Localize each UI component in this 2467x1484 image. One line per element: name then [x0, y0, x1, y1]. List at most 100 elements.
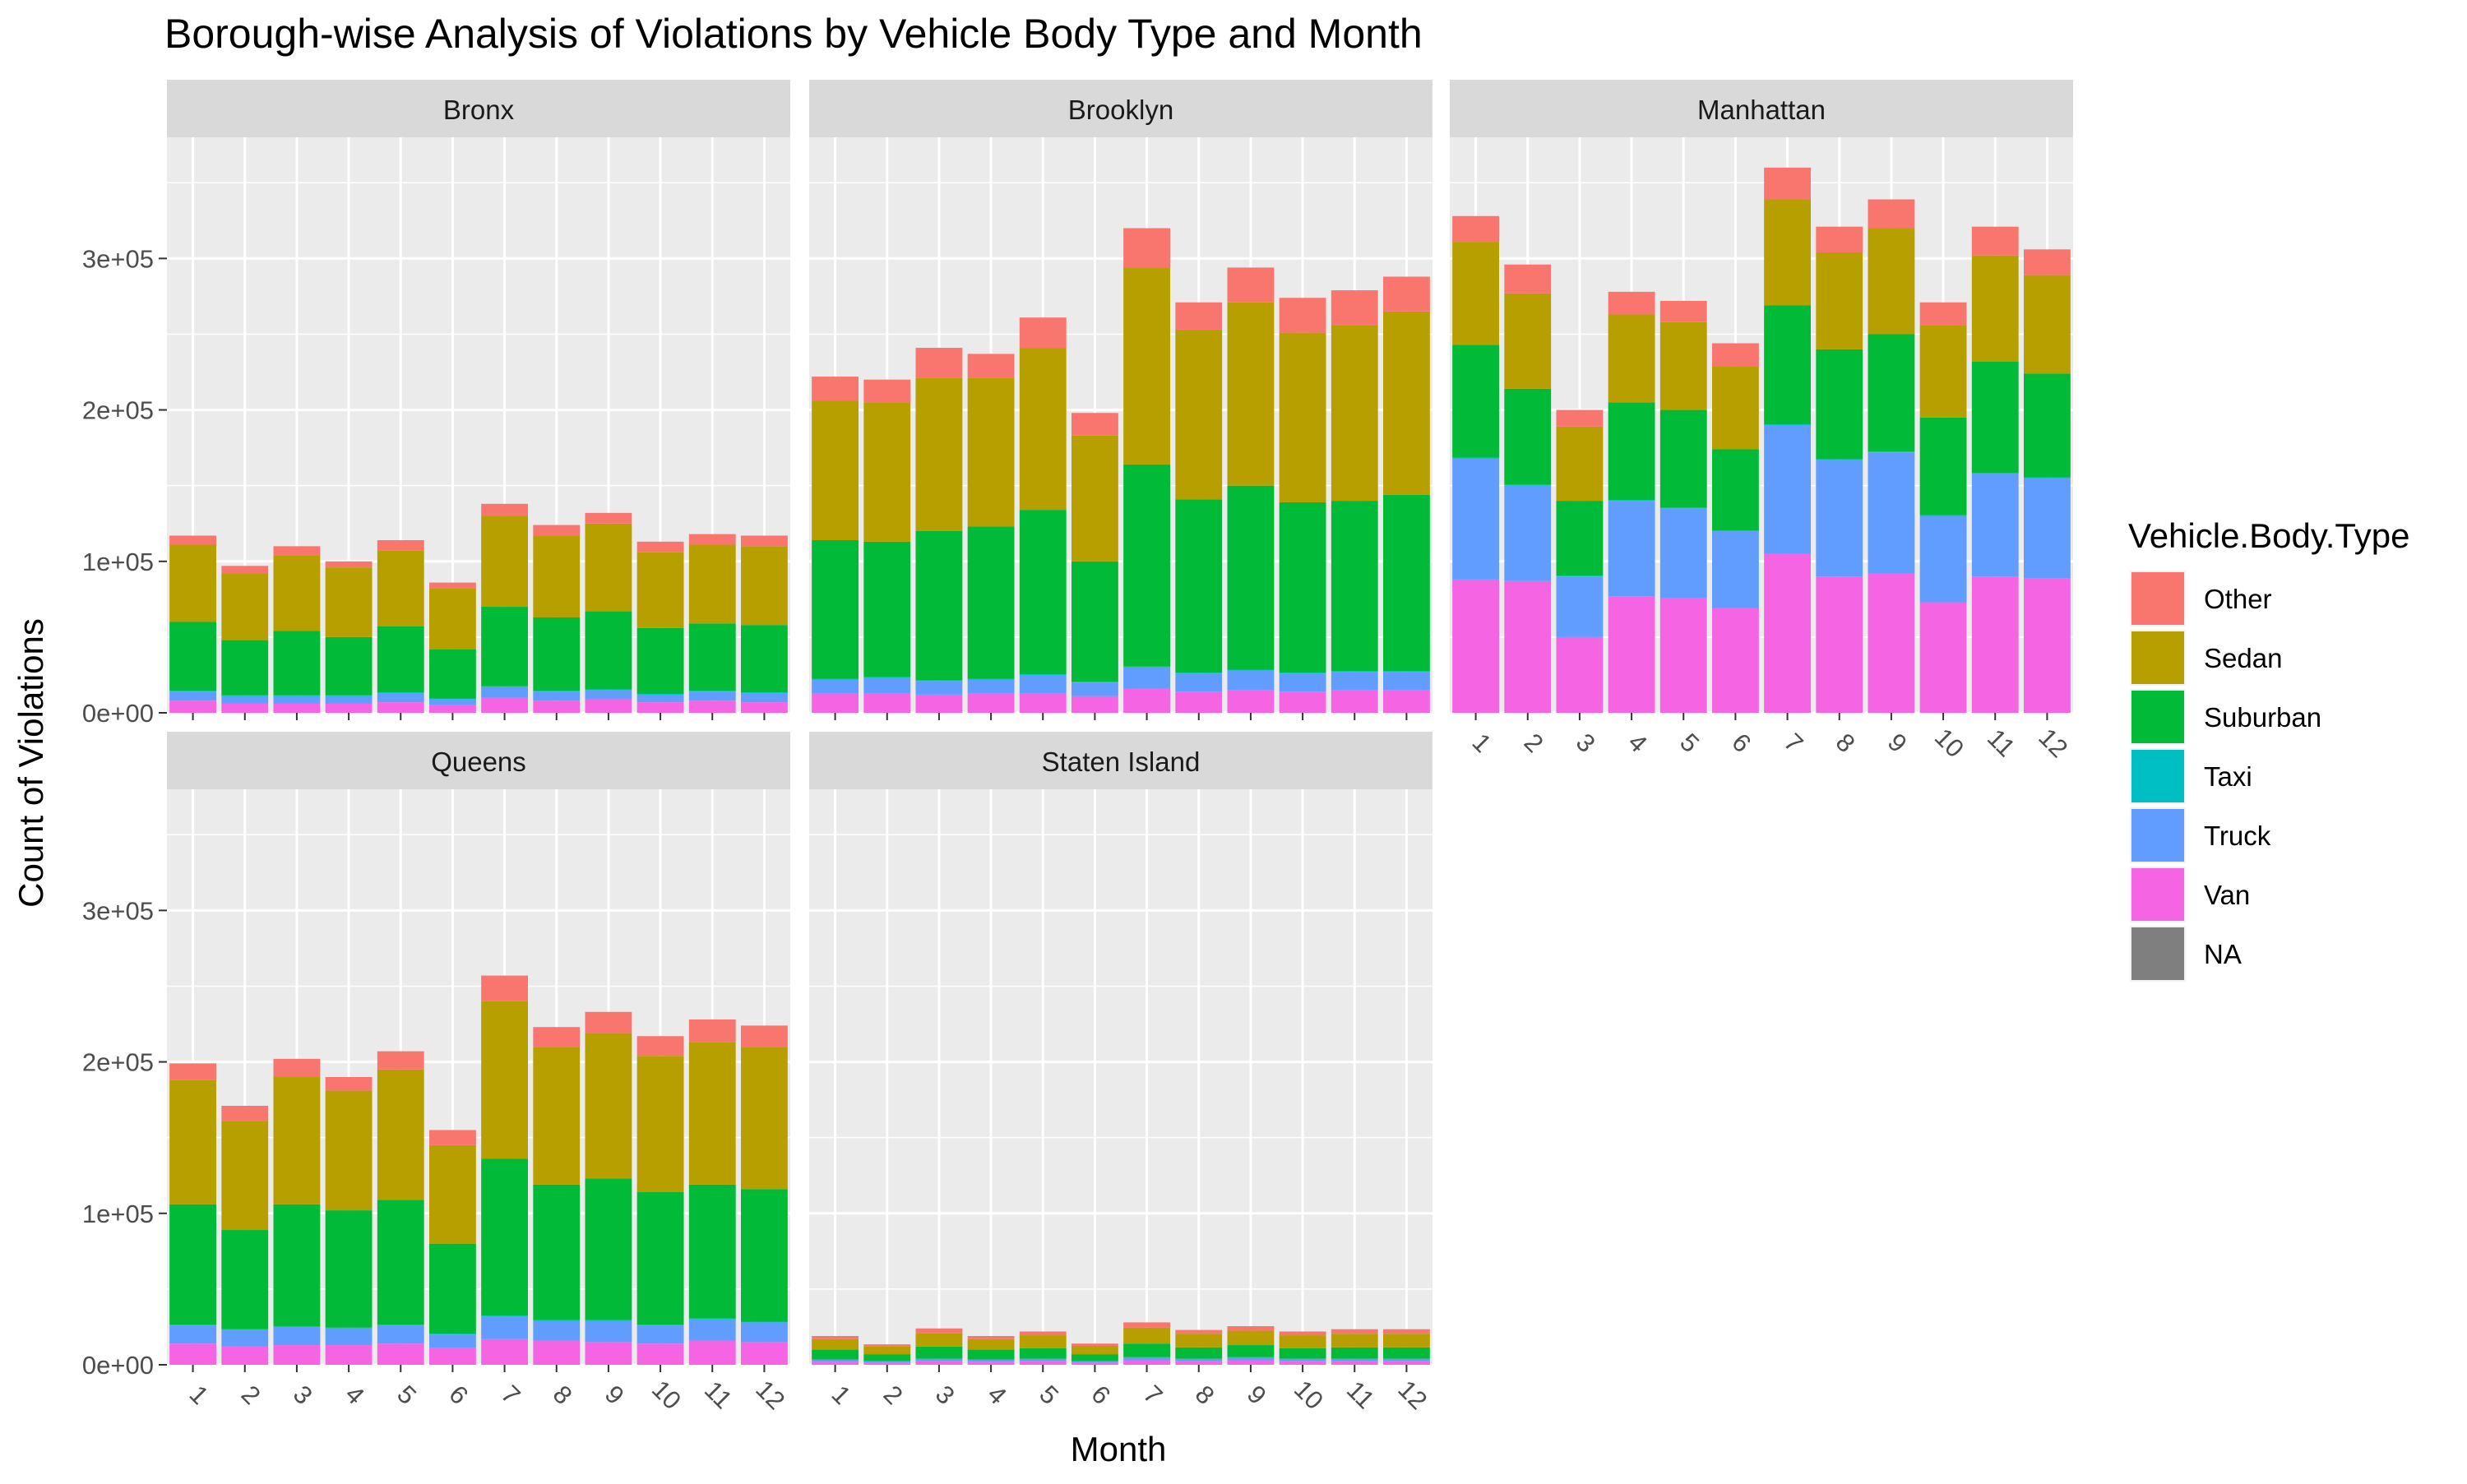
bar-segment-truck-brooklyn-month-4	[967, 679, 1015, 694]
bar-segment-other-manhattan-month-10	[1919, 302, 1967, 326]
bar-segment-suburban-manhattan-month-10	[1919, 417, 1967, 515]
bar-segment-other-staten-island-month-5	[1019, 1331, 1067, 1336]
panel-bronx: Bronx 0e+00 1e+05 2e+05 3e+05	[82, 80, 790, 728]
bar-segment-van-bronx-month-6	[428, 705, 476, 713]
bar-segment-suburban-brooklyn-month-6	[1071, 561, 1118, 682]
bar-segment-sedan-bronx-month-8	[533, 535, 581, 617]
y-tick-label: 3e+05	[82, 896, 154, 925]
bar-segment-other-manhattan-month-8	[1816, 226, 1863, 252]
bar-segment-taxi-bronx-month-9	[585, 689, 632, 691]
bar-segment-other-brooklyn-month-6	[1071, 413, 1118, 436]
bar-segment-other-staten-island-month-9	[1227, 1326, 1275, 1331]
strip-manhattan	[1450, 80, 2073, 137]
bar-segment-van-brooklyn-month-4	[967, 693, 1015, 713]
bar-segment-taxi-queens-month-3	[273, 1326, 321, 1327]
bar-segment-taxi-manhattan-month-9	[1868, 451, 1915, 453]
bar-segment-truck-brooklyn-month-2	[863, 677, 911, 694]
bar-segment-suburban-queens-month-4	[325, 1210, 373, 1328]
strip-brooklyn	[809, 80, 1433, 137]
bar-segment-truck-queens-month-5	[377, 1325, 424, 1344]
y-tick-label: 1e+05	[82, 548, 154, 576]
plot-background	[809, 137, 1433, 713]
bar-segment-van-queens-month-9	[585, 1342, 632, 1365]
bar-segment-other-queens-month-7	[481, 975, 529, 1001]
legend-swatch-other	[2131, 572, 2184, 625]
legend-title: Vehicle.Body.Type	[2128, 516, 2409, 555]
bar-segment-truck-manhattan-month-6	[1711, 530, 1759, 608]
bar-segment-van-staten-island-month-12	[1382, 1361, 1430, 1365]
bar-segment-sedan-staten-island-month-10	[1279, 1335, 1326, 1348]
x-tick-label: 9	[1242, 1380, 1272, 1410]
bar-segment-van-bronx-month-1	[169, 700, 217, 713]
bar-segment-sedan-queens-month-2	[221, 1121, 269, 1231]
bar-segment-truck-brooklyn-month-6	[1071, 682, 1118, 696]
bar-segment-other-staten-island-month-2	[863, 1344, 911, 1347]
bar-segment-suburban-staten-island-month-12	[1382, 1347, 1430, 1359]
bar-segment-van-brooklyn-month-11	[1331, 690, 1378, 713]
strip-queens	[167, 732, 790, 789]
bar-segment-taxi-brooklyn-month-7	[1123, 666, 1171, 668]
bar-segment-other-brooklyn-month-4	[967, 354, 1015, 378]
bar-segment-suburban-queens-month-1	[169, 1204, 217, 1325]
bar-segment-truck-manhattan-month-7	[1764, 425, 1812, 554]
x-tick-label: 2	[878, 1380, 909, 1410]
bar-segment-taxi-queens-month-4	[325, 1327, 373, 1329]
bar-segment-suburban-manhattan-month-7	[1764, 305, 1812, 425]
bar-segment-suburban-brooklyn-month-10	[1279, 502, 1326, 673]
bar-segment-taxi-manhattan-month-10	[1919, 515, 1967, 516]
x-tick-label: 8	[548, 1380, 578, 1410]
bar-segment-other-brooklyn-month-11	[1331, 290, 1378, 326]
bar-segment-sedan-bronx-month-11	[688, 544, 736, 624]
legend: Vehicle.Body.Type Other Sedan Suburban Taxi…	[2128, 516, 2409, 982]
bar-segment-truck-brooklyn-month-12	[1382, 672, 1430, 691]
bar-segment-sedan-staten-island-month-4	[967, 1338, 1015, 1350]
y-tick-label: 0e+00	[82, 1351, 154, 1380]
bar-segment-van-queens-month-1	[169, 1343, 217, 1365]
bar-segment-taxi-brooklyn-month-9	[1227, 669, 1275, 671]
x-tick-label: 6	[1085, 1380, 1116, 1410]
bar-segment-van-bronx-month-5	[377, 702, 424, 713]
bar-segment-other-staten-island-month-11	[1331, 1329, 1378, 1334]
bar-segment-other-staten-island-month-1	[812, 1336, 859, 1339]
bar-segment-suburban-staten-island-month-7	[1123, 1343, 1171, 1357]
bar-segment-van-manhattan-month-5	[1659, 598, 1707, 713]
bar-segment-other-manhattan-month-1	[1452, 215, 1500, 243]
bar-segment-truck-brooklyn-month-1	[812, 679, 859, 694]
bar-segment-sedan-bronx-month-9	[585, 523, 632, 612]
bar-segment-taxi-bronx-month-6	[428, 698, 476, 700]
x-tick-label: 5	[1674, 728, 1705, 758]
bar-segment-other-brooklyn-month-5	[1019, 317, 1067, 349]
x-tick-label: 10	[646, 1375, 687, 1415]
bar-segment-van-manhattan-month-1	[1452, 579, 1500, 713]
legend-label-sedan: Sedan	[2204, 643, 2282, 673]
bar-segment-other-brooklyn-month-12	[1382, 276, 1430, 312]
bar-segment-sedan-queens-month-4	[325, 1090, 373, 1211]
bar-segment-van-bronx-month-3	[273, 703, 321, 713]
bar-segment-sedan-manhattan-month-2	[1504, 293, 1552, 389]
bar-segment-other-bronx-month-7	[481, 503, 529, 516]
bar-segment-other-brooklyn-month-2	[863, 379, 911, 403]
bar-segment-van-staten-island-month-2	[863, 1362, 911, 1365]
bar-segment-sedan-brooklyn-month-9	[1227, 302, 1275, 486]
bar-segment-van-queens-month-6	[428, 1348, 476, 1365]
bar-segment-suburban-bronx-month-5	[377, 626, 424, 693]
bar-segment-other-bronx-month-11	[688, 534, 736, 545]
bar-segment-taxi-manhattan-month-2	[1504, 484, 1552, 486]
bar-segment-truck-bronx-month-5	[377, 693, 424, 703]
x-tick-label: 3	[930, 1380, 960, 1410]
bar-segment-van-manhattan-month-7	[1764, 553, 1812, 713]
bar-segment-other-manhattan-month-11	[1971, 226, 2019, 256]
legend-swatch-truck	[2131, 809, 2184, 862]
bar-segment-van-queens-month-8	[533, 1340, 581, 1365]
y-tick-label: 2e+05	[82, 1048, 154, 1077]
bar-segment-suburban-staten-island-month-5	[1019, 1348, 1067, 1359]
plot-background	[167, 137, 790, 713]
bar-segment-other-queens-month-12	[740, 1025, 788, 1047]
x-tick-label: 7	[496, 1380, 526, 1410]
bar-segment-taxi-brooklyn-month-5	[1019, 674, 1067, 675]
bar-segment-suburban-manhattan-month-5	[1659, 409, 1707, 508]
bar-segment-other-manhattan-month-5	[1659, 300, 1707, 322]
bar-segment-van-bronx-month-4	[325, 703, 373, 713]
bar-segment-truck-queens-month-9	[585, 1320, 632, 1343]
bar-segment-truck-queens-month-11	[688, 1319, 736, 1341]
